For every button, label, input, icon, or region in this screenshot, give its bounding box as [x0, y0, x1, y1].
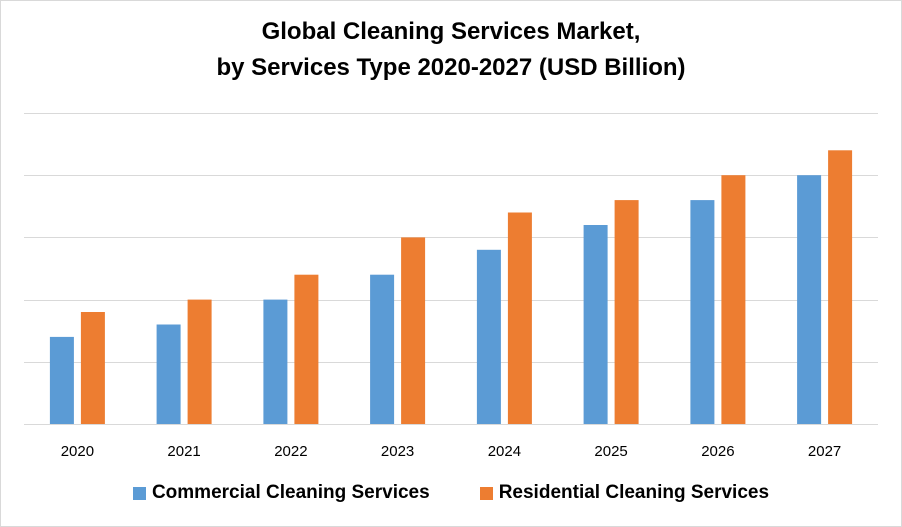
bar-residential-2024[interactable]	[507, 212, 532, 425]
x-tick-label: 2022	[274, 443, 307, 460]
bar-commercial-2026[interactable]	[690, 200, 715, 424]
chart-subtitle: by Services Type 2020-2027 (USD Billion)	[216, 54, 686, 81]
bar-residential-2027[interactable]	[828, 150, 853, 425]
chart-title: Global Cleaning Services Market,	[261, 18, 641, 45]
legend-label-residential: Residential Cleaning Services	[498, 482, 770, 503]
bar-residential-2022[interactable]	[294, 274, 319, 424]
bar-residential-2021[interactable]	[187, 299, 212, 424]
bar-residential-2026[interactable]	[721, 175, 746, 424]
chart-title-block: Global Cleaning Services Market, by Serv…	[0, 14, 902, 86]
legend-item-residential[interactable]: Residential Cleaning Services	[479, 482, 770, 504]
bar-commercial-2021[interactable]	[156, 324, 181, 425]
legend-swatch-residential	[479, 486, 493, 500]
x-tick-label: 2025	[594, 443, 627, 460]
x-tick-label: 2027	[808, 443, 841, 460]
x-tick-label: 2024	[488, 443, 521, 460]
legend-swatch-commercial	[132, 486, 146, 500]
x-tick-label: 2026	[701, 443, 734, 460]
bar-commercial-2022[interactable]	[263, 299, 288, 424]
x-tick-label: 2020	[61, 443, 94, 460]
bar-commercial-2023[interactable]	[370, 274, 395, 424]
bar-commercial-2027[interactable]	[797, 175, 822, 424]
bar-commercial-2020[interactable]	[49, 336, 74, 424]
legend-item-commercial[interactable]: Commercial Cleaning Services	[132, 482, 430, 504]
chart-legend: Commercial Cleaning Services Residential…	[0, 479, 902, 507]
bar-residential-2025[interactable]	[614, 200, 639, 424]
bar-residential-2023[interactable]	[401, 237, 426, 424]
bar-commercial-2024[interactable]	[476, 249, 501, 424]
bar-commercial-2025[interactable]	[583, 225, 608, 424]
legend-label-commercial: Commercial Cleaning Services	[151, 482, 430, 503]
x-tick-label: 2023	[381, 443, 414, 460]
x-tick-label: 2021	[167, 443, 200, 460]
bar-residential-2020[interactable]	[80, 312, 105, 424]
